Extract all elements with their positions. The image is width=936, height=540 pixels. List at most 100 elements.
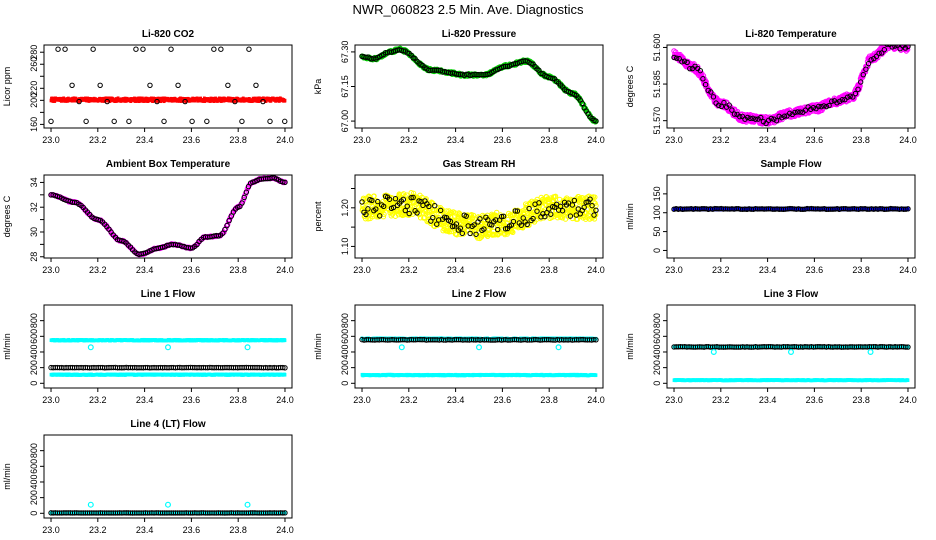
data-point xyxy=(808,106,814,112)
data-point xyxy=(731,111,738,117)
y-tick-label: 600 xyxy=(340,329,350,344)
series-pressure-avg xyxy=(359,47,599,124)
data-point xyxy=(370,209,376,215)
y-tick-label: 160 xyxy=(29,117,39,132)
data-point xyxy=(847,93,853,99)
chart-title: Ambient Box Temperature xyxy=(106,159,231,170)
data-point xyxy=(550,75,556,82)
data-point xyxy=(241,194,247,201)
y-tick-label: 260 xyxy=(29,57,39,72)
chart-title: Sample Flow xyxy=(760,159,821,170)
x-tick-label: 23.0 xyxy=(353,395,371,405)
data-point xyxy=(126,118,132,125)
data-point xyxy=(559,215,566,221)
data-point xyxy=(850,94,856,100)
y-tick-label: 34 xyxy=(29,177,39,187)
series-rh-avg xyxy=(359,193,599,237)
x-tick-label: 23.4 xyxy=(447,395,465,405)
y-tick-label: 800 xyxy=(29,313,39,328)
data-point xyxy=(226,96,230,101)
data-point xyxy=(100,99,104,103)
data-point xyxy=(69,82,75,88)
y-tick-label: 0 xyxy=(29,381,39,386)
data-point xyxy=(392,195,399,202)
data-point xyxy=(776,113,782,120)
data-point xyxy=(365,206,371,212)
data-point xyxy=(380,203,387,210)
x-tick-label: 23.8 xyxy=(229,395,247,405)
data-point xyxy=(548,211,554,217)
series-sample-flow-avg xyxy=(671,205,911,213)
data-point xyxy=(97,82,103,88)
data-point xyxy=(884,45,890,47)
x-tick-label: 23.8 xyxy=(229,135,247,145)
data-point xyxy=(512,208,519,214)
data-point xyxy=(283,98,287,103)
y-tick-label: 400 xyxy=(29,344,39,359)
data-point xyxy=(889,45,895,50)
data-point xyxy=(687,65,693,72)
data-point xyxy=(218,46,224,52)
data-point xyxy=(839,97,845,103)
data-point xyxy=(592,194,598,200)
y-tick-label: 67.15 xyxy=(340,75,350,98)
data-point xyxy=(509,228,515,235)
data-point xyxy=(681,58,688,64)
data-point xyxy=(534,208,540,214)
data-point xyxy=(514,208,521,214)
data-point xyxy=(873,53,880,60)
data-point xyxy=(587,196,593,202)
data-point xyxy=(62,46,68,52)
data-point xyxy=(187,245,194,251)
data-point xyxy=(897,46,903,52)
data-point xyxy=(502,226,509,232)
data-point xyxy=(247,97,251,101)
data-point xyxy=(755,116,761,122)
data-point xyxy=(752,116,759,122)
data-point xyxy=(834,100,840,106)
chart-marks xyxy=(671,205,911,213)
data-point xyxy=(589,202,595,209)
data-point xyxy=(377,213,383,219)
x-tick-label: 23.8 xyxy=(852,135,870,145)
data-point xyxy=(260,98,266,105)
y-tick-label: 100 xyxy=(652,205,662,220)
chart-marks xyxy=(359,336,599,378)
chart-title: Li-820 Pressure xyxy=(442,29,517,40)
data-point xyxy=(890,39,894,43)
data-point xyxy=(500,213,507,219)
y-tick-label: 200 xyxy=(340,360,350,375)
data-point xyxy=(165,344,172,351)
x-tick-label: 23.2 xyxy=(400,135,418,145)
data-point xyxy=(369,197,375,204)
data-point xyxy=(477,216,483,222)
y-tick-label: 1.10 xyxy=(340,238,350,256)
y-axis-label: Licor ppm xyxy=(2,67,12,107)
data-point xyxy=(406,210,412,217)
data-point xyxy=(404,192,410,198)
figure-title: NWR_060823 2.5 Min. Ave. Diagnostics xyxy=(353,2,584,17)
data-point xyxy=(794,109,801,115)
y-axis-label: degrees C xyxy=(625,65,635,107)
plot-frame xyxy=(43,304,293,389)
x-tick-label: 24.0 xyxy=(899,265,917,275)
data-point xyxy=(147,82,153,88)
data-point xyxy=(226,217,232,224)
data-point xyxy=(773,118,780,124)
data-point xyxy=(763,120,769,127)
data-point xyxy=(510,218,517,225)
data-point xyxy=(888,40,892,44)
data-point xyxy=(133,46,139,52)
data-point xyxy=(758,114,764,121)
data-point xyxy=(895,45,900,46)
data-point xyxy=(375,198,381,205)
data-point xyxy=(426,203,432,210)
chart-title: Li-820 Temperature xyxy=(745,29,837,40)
data-point xyxy=(154,98,160,105)
data-point xyxy=(829,98,835,104)
y-tick-label: 600 xyxy=(29,329,39,344)
data-point xyxy=(750,115,756,122)
x-tick-label: 23.0 xyxy=(42,135,60,145)
data-point xyxy=(894,45,898,46)
